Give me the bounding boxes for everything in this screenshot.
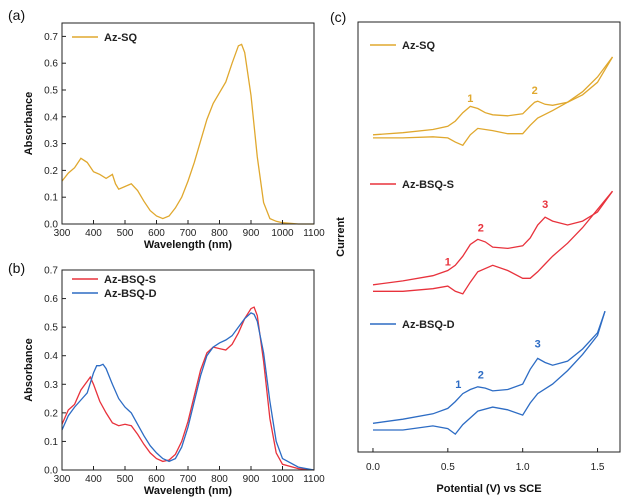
- panel-a: (a) 300 400 500 600 700 800 900 1000 1100 0.0 0.1 0.…: [8, 7, 325, 251]
- x-tick-label: 1000: [271, 228, 294, 239]
- panel-label: (b): [8, 260, 25, 276]
- cv-return-scan: [373, 56, 614, 147]
- y-tick-label: 0.0: [44, 466, 58, 477]
- legend-entry: Az-BSQ-D: [104, 288, 157, 300]
- y-axis-label: Absorbance: [23, 338, 35, 402]
- series-line-1: [61, 312, 315, 471]
- x-tick-label: 800: [211, 228, 228, 239]
- cv-return-scan: [373, 190, 614, 295]
- peak-label: 1: [445, 256, 451, 268]
- cv-forward-scan: [372, 56, 614, 136]
- x-axis-label: Wavelength (nm): [144, 239, 233, 251]
- peak-label: 2: [478, 223, 484, 235]
- x-tick-label: 1100: [303, 474, 325, 485]
- y-tick-label: 0.6: [44, 294, 58, 305]
- y-tick-label: 0.4: [44, 351, 58, 362]
- x-tick-label: 900: [243, 228, 260, 239]
- x-tick-label: 400: [85, 228, 102, 239]
- plot-frame: [357, 21, 621, 453]
- plot-frame: [61, 22, 315, 225]
- x-tick-label: 300: [54, 474, 71, 485]
- x-tick-label: 600: [148, 228, 165, 239]
- peak-label: 2: [532, 85, 538, 97]
- y-tick-label: 0.1: [44, 437, 58, 448]
- legend-entry: Az-BSQ-S: [104, 274, 156, 286]
- x-tick-label: 800: [211, 474, 228, 485]
- x-tick-label: 1100: [303, 228, 325, 239]
- x-axis-label: Wavelength (nm): [144, 485, 233, 497]
- x-tick-label: 0.5: [441, 462, 455, 473]
- cv-trace-1: Az-BSQ-S 1 2 3: [370, 179, 614, 295]
- y-tick-label: 0.3: [44, 139, 58, 150]
- x-tick-label: 500: [117, 474, 134, 485]
- y-tick-label: 0.5: [44, 323, 58, 334]
- x-tick-label: 600: [148, 474, 165, 485]
- x-tick-label: 1.0: [516, 462, 530, 473]
- peak-label: 3: [542, 199, 548, 211]
- x-tick-label: 500: [117, 228, 134, 239]
- y-axis-label: Current: [335, 217, 347, 257]
- x-tick-label: 400: [85, 474, 102, 485]
- peak-label: 1: [455, 379, 461, 391]
- panel-b: (b) 300 400 500 600 700 800 900 1000 1100 0.0 0.1 0.…: [8, 260, 325, 497]
- panel-label: (c): [330, 9, 346, 25]
- peak-label: 1: [467, 93, 473, 105]
- cv-trace-0: Az-SQ 1 2: [370, 40, 614, 147]
- x-tick-label: 1000: [271, 474, 294, 485]
- x-tick-label: 900: [243, 474, 260, 485]
- cv-forward-scan: [372, 190, 614, 286]
- legend-entry: Az-BSQ-S: [402, 179, 454, 191]
- cv-trace-2: Az-BSQ-D 1 2 3: [370, 310, 606, 435]
- series-line-0: [61, 306, 315, 471]
- peak-label: 2: [478, 370, 484, 382]
- y-tick-label: 0.6: [44, 59, 58, 70]
- legend-entry: Az-SQ: [402, 40, 435, 52]
- x-tick-label: 700: [180, 474, 197, 485]
- x-tick-label: 300: [54, 228, 71, 239]
- y-tick-label: 0.0: [44, 220, 58, 231]
- series-line-0: [61, 43, 314, 225]
- y-tick-label: 0.7: [44, 32, 58, 43]
- y-tick-label: 0.4: [44, 112, 58, 123]
- legend-entry: Az-BSQ-D: [402, 319, 455, 331]
- y-tick-label: 0.2: [44, 408, 58, 419]
- panel-c: (c) Az-SQ 1 2 Az-BSQ-S 1 2 3 Az-BSQ-D 1 2 3 0.0 0.5 1.…: [330, 9, 621, 495]
- y-tick-label: 0.2: [44, 166, 58, 177]
- y-tick-label: 0.5: [44, 86, 58, 97]
- legend-entry: Az-SQ: [104, 32, 137, 44]
- peak-label: 3: [535, 339, 541, 351]
- x-tick-label: 0.0: [366, 462, 380, 473]
- x-tick-label: 1.5: [591, 462, 605, 473]
- y-tick-label: 0.7: [44, 266, 58, 277]
- y-tick-label: 0.1: [44, 193, 58, 204]
- cv-forward-scan: [372, 310, 606, 424]
- panel-label: (a): [8, 7, 25, 23]
- y-tick-label: 0.3: [44, 380, 58, 391]
- x-tick-label: 700: [180, 228, 197, 239]
- x-axis-label: Potential (V) vs SCE: [436, 483, 541, 495]
- y-axis-label: Absorbance: [23, 92, 35, 156]
- cv-return-scan: [373, 311, 606, 435]
